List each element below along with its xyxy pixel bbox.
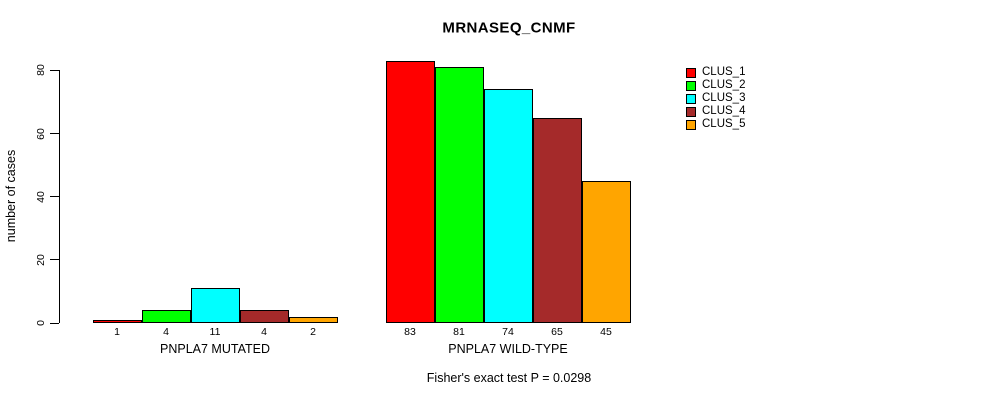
bar-clus_4-group1: [239, 310, 289, 323]
bar-value-label: 1: [114, 326, 120, 338]
y-axis-label: number of cases: [4, 149, 18, 243]
y-tick: [49, 196, 59, 198]
bar-value-label: 83: [404, 326, 416, 338]
y-tick: [49, 259, 59, 261]
legend-label: CLUS_5: [702, 118, 746, 130]
y-tick: [49, 133, 59, 134]
legend-label: CLUS_3: [702, 92, 746, 104]
bar-value-label: 74: [502, 326, 514, 338]
legend-label: CLUS_4: [702, 105, 746, 117]
bar-value-label: 4: [163, 326, 169, 338]
y-tick-label: 40: [35, 190, 47, 203]
y-tick: [49, 322, 59, 324]
y-tick-label: 80: [35, 64, 47, 77]
legend: CLUS_1 CLUS_2 CLUS_3 CLUS_4 CLUS_5: [686, 66, 745, 131]
legend-item: CLUS_2: [686, 79, 745, 92]
legend-swatch: [686, 80, 696, 91]
legend-swatch: [686, 119, 696, 130]
bar-clus_4-group2: [532, 118, 582, 323]
legend-item: CLUS_4: [686, 105, 745, 118]
legend-swatch: [686, 106, 696, 117]
bar-clus_5-group1: [288, 317, 338, 323]
bar-clus_3-group1: [190, 288, 240, 323]
y-tick: [49, 69, 59, 71]
bar-clus_1-group1: [92, 320, 142, 323]
bar-clus_3-group2: [483, 89, 533, 323]
y-tick-label: 0: [35, 320, 47, 326]
bar-value-label: 65: [551, 326, 563, 338]
y-tick-label: 20: [35, 253, 47, 266]
bar-value-label: 45: [600, 326, 612, 338]
legend-label: CLUS_1: [702, 66, 746, 78]
bar-value-label: 4: [261, 326, 267, 338]
bar-clus_2-group1: [141, 310, 191, 323]
bar-clus_2-group2: [434, 67, 484, 323]
legend-swatch: [686, 93, 696, 104]
legend-swatch: [686, 67, 696, 78]
y-axis-line: [58, 70, 60, 323]
x-group-label: PNPLA7 WILD-TYPE: [448, 342, 568, 356]
bar-clus_5-group2: [581, 181, 631, 323]
y-tick-label: 60: [35, 127, 47, 140]
bar-value-label: 81: [453, 326, 465, 338]
chart-title: MRNASEQ_CNMF: [442, 19, 576, 37]
bar-clus_1-group2: [385, 61, 435, 323]
legend-label: CLUS_2: [702, 79, 746, 91]
annotation-fisher-test: Fisher's exact test P = 0.0298: [426, 371, 592, 385]
bar-value-label: 2: [310, 326, 316, 338]
legend-item: CLUS_1: [686, 66, 745, 79]
legend-item: CLUS_3: [686, 92, 745, 105]
legend-item: CLUS_5: [686, 118, 745, 131]
x-group-label: PNPLA7 MUTATED: [160, 342, 270, 356]
bar-value-label: 11: [209, 326, 221, 338]
